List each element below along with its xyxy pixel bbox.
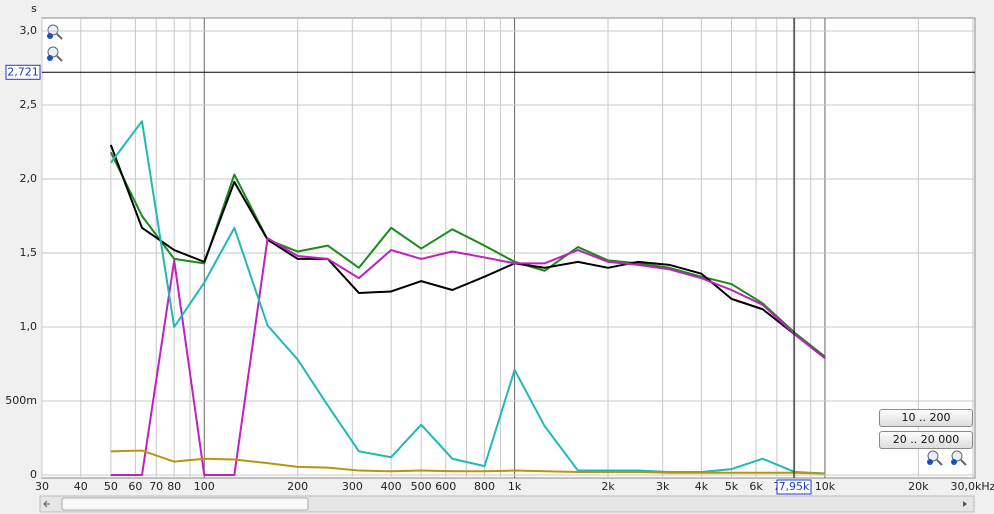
x-tick-label: 100 xyxy=(194,480,215,493)
series-line xyxy=(110,449,825,475)
cursor-y-label: 2,721 xyxy=(7,65,39,78)
series-line xyxy=(109,144,826,359)
series-line xyxy=(110,237,826,476)
x-tick-label: 5k xyxy=(725,480,739,493)
x-tick-label: 4k xyxy=(695,480,709,493)
x-tick-label: 6k xyxy=(749,480,763,493)
zoom-in-y[interactable] xyxy=(47,24,63,40)
x-tick-label: 50 xyxy=(104,480,118,493)
cursor-x-box xyxy=(776,479,812,495)
series-line xyxy=(110,120,825,475)
y-tick-label: 3,0 xyxy=(20,24,38,37)
x-tick-label: 70 xyxy=(149,480,163,493)
x-tick-label: 10k xyxy=(815,480,836,493)
y-tick-label: 0 xyxy=(30,468,37,481)
y-tick-label: 1,5 xyxy=(20,246,38,259)
zoom-in-x[interactable] xyxy=(951,450,967,466)
y-tick-label: 2,5 xyxy=(20,98,38,111)
x-tick-label: 1k xyxy=(508,480,522,493)
x-tick-label: 60 xyxy=(128,480,142,493)
x-tick-label: 200 xyxy=(287,480,308,493)
scrollbar[interactable] xyxy=(39,495,975,513)
x-tick-label: 2k xyxy=(601,480,615,493)
plot-area xyxy=(41,17,976,479)
x-tick-label: 800 xyxy=(474,480,495,493)
x-tick-label: 30,0kHz xyxy=(951,480,994,493)
x-tick-label: 300 xyxy=(342,480,363,493)
y-unit: s xyxy=(31,2,37,15)
x-tick-label: 20k xyxy=(908,480,929,493)
x-tick-label: 30 xyxy=(35,480,49,493)
x-tick-label: 400 xyxy=(381,480,402,493)
y-tick-label: 1,0 xyxy=(20,320,38,333)
x-tick-label: 500 xyxy=(411,480,432,493)
range-button[interactable]: 10 .. 200 xyxy=(879,409,973,427)
cursor-x-label: 7,95k xyxy=(779,480,810,493)
x-tick-label: 600 xyxy=(435,480,456,493)
x-tick-label: 80 xyxy=(167,480,181,493)
x-tick-label: 3k xyxy=(656,480,670,493)
cursor-y-box xyxy=(5,64,41,80)
zoom-out-y[interactable] xyxy=(47,46,63,62)
zoom-out-x[interactable] xyxy=(927,450,943,466)
range-button[interactable]: 20 .. 20 000 xyxy=(879,431,973,449)
y-tick-label: 500m xyxy=(5,394,37,407)
x-tick-label: 40 xyxy=(74,480,88,493)
y-tick-label: 2,0 xyxy=(20,172,38,185)
